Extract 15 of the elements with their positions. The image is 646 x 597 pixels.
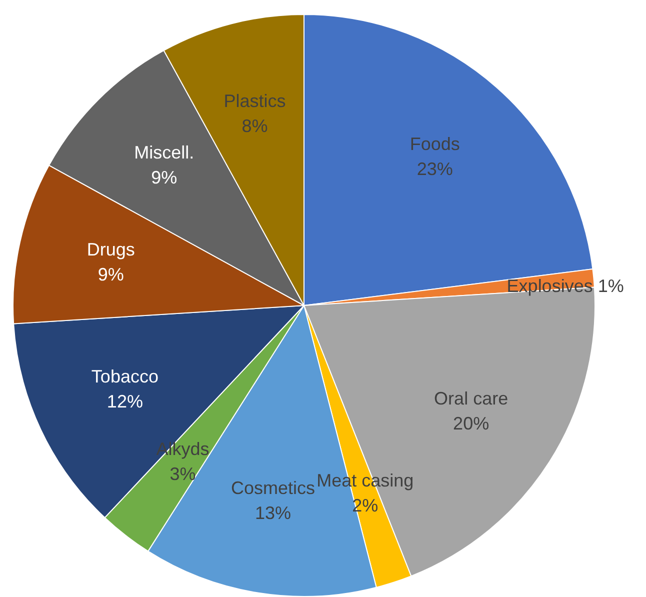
slice-label: Foods xyxy=(410,134,460,154)
data-label: 12% xyxy=(106,392,143,412)
slice-label: Drugs xyxy=(86,239,135,260)
slice-label: Miscell. xyxy=(134,142,194,163)
data-label: 9% xyxy=(98,264,124,284)
data-label: 9% xyxy=(151,168,178,188)
slice-label: Plastics xyxy=(224,90,286,111)
slice-label: Tobacco xyxy=(91,366,158,387)
data-label: 20% xyxy=(453,414,490,434)
data-label: 8% xyxy=(242,116,268,136)
slice-label: Cosmetics xyxy=(231,478,316,498)
data-label: 3% xyxy=(170,464,196,484)
slice-label: Oral care xyxy=(434,388,508,408)
data-label: 13% xyxy=(255,502,292,523)
data-label: 23% xyxy=(416,159,453,180)
